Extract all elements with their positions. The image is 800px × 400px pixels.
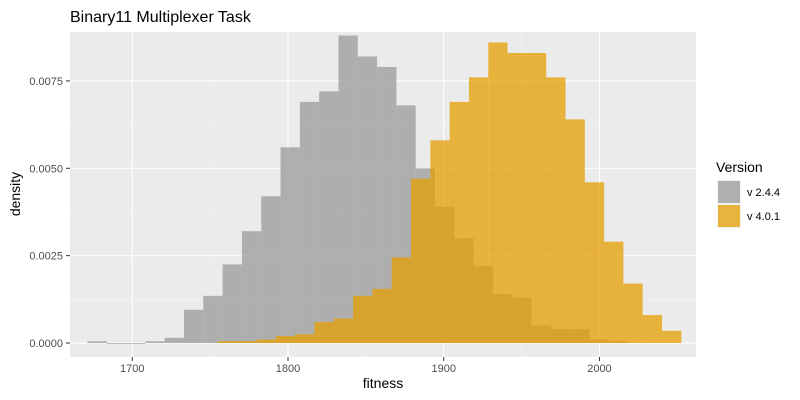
histogram-bar bbox=[430, 140, 450, 344]
histogram-bar bbox=[106, 343, 127, 344]
legend-label: v 4.0.1 bbox=[747, 211, 780, 223]
histogram-bar bbox=[372, 288, 392, 344]
histogram-bar bbox=[280, 147, 300, 344]
histogram-bar bbox=[222, 264, 242, 344]
x-tick-label: 1900 bbox=[431, 363, 455, 375]
x-tick-label: 2000 bbox=[587, 363, 611, 375]
histogram-bar bbox=[237, 341, 257, 344]
histogram-bar bbox=[275, 336, 296, 344]
x-tick-label: 1700 bbox=[120, 363, 144, 375]
histogram-bar bbox=[183, 309, 204, 344]
histogram-bars bbox=[87, 35, 682, 344]
y-tick-label: 0.0075 bbox=[29, 76, 63, 88]
histogram-bar bbox=[145, 341, 165, 344]
histogram-bar bbox=[353, 295, 373, 344]
histogram-bar bbox=[565, 119, 585, 344]
histogram-bar bbox=[87, 341, 107, 344]
histogram-bar bbox=[333, 318, 354, 344]
histogram-bar bbox=[203, 295, 223, 344]
histogram-bar bbox=[126, 343, 146, 344]
histogram-bar bbox=[314, 322, 334, 344]
legend-swatch bbox=[718, 181, 740, 203]
histogram-bar bbox=[642, 315, 663, 344]
histogram-bar bbox=[411, 178, 431, 344]
histogram-bar bbox=[319, 91, 339, 344]
histogram-bar bbox=[377, 66, 397, 344]
y-axis: 0.0000 0.0025 0.0050 0.0075 bbox=[29, 76, 70, 350]
histogram-bar bbox=[256, 339, 276, 344]
series-2-bars bbox=[217, 42, 682, 344]
histogram-bar bbox=[241, 231, 262, 344]
histogram-bar bbox=[295, 334, 315, 344]
histogram-bar bbox=[338, 35, 358, 344]
legend-swatch bbox=[718, 205, 740, 227]
histogram-bar bbox=[526, 52, 547, 344]
histogram-bar bbox=[488, 42, 508, 344]
histogram-bar bbox=[507, 52, 527, 344]
x-axis-title: fitness bbox=[363, 375, 403, 391]
histogram-bar bbox=[449, 101, 469, 344]
histogram-bar bbox=[261, 196, 281, 344]
chart-title: Binary11 Multiplexer Task bbox=[70, 9, 252, 26]
histogram-bar bbox=[357, 56, 378, 344]
legend-label: v 2.4.4 bbox=[747, 187, 780, 199]
y-tick-label: 0.0000 bbox=[29, 338, 63, 350]
histogram-bar bbox=[164, 337, 184, 344]
y-tick-label: 0.0025 bbox=[29, 251, 63, 263]
histogram-bar bbox=[299, 101, 320, 344]
x-tick-label: 1800 bbox=[276, 363, 300, 375]
histogram-bar bbox=[391, 257, 412, 344]
histogram-bar bbox=[604, 241, 624, 344]
y-axis-title: density bbox=[7, 172, 23, 216]
x-axis: 1700 1800 1900 2000 bbox=[120, 357, 612, 375]
histogram-bar bbox=[546, 77, 566, 344]
legend-title: Version bbox=[716, 159, 763, 175]
legend: Version v 2.4.4 v 4.0.1 bbox=[716, 159, 780, 228]
histogram-bar bbox=[662, 330, 682, 344]
y-tick-label: 0.0050 bbox=[29, 163, 63, 175]
histogram-bar bbox=[623, 283, 643, 344]
histogram-bar bbox=[217, 341, 238, 344]
histogram-bar bbox=[468, 77, 489, 344]
histogram-bar bbox=[584, 182, 605, 344]
